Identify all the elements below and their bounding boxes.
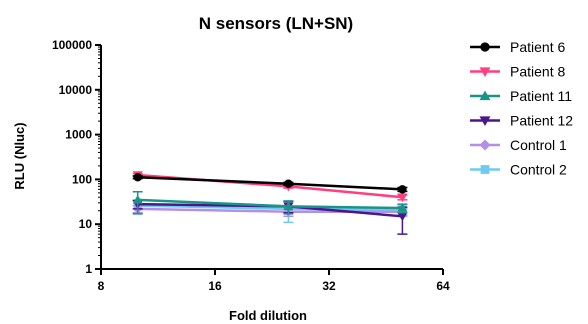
y-tick-label: 10000	[59, 83, 93, 97]
data-point	[397, 202, 408, 212]
legend-marker	[479, 90, 491, 101]
legend-item: Patient 12	[470, 113, 573, 129]
series-line	[137, 175, 403, 191]
data-point	[132, 194, 143, 204]
plot-area	[132, 171, 408, 235]
legend-label: Control 1	[510, 137, 567, 153]
legend-label: Control 2	[510, 162, 567, 178]
y-axis-title: RLU (Nluc)	[12, 122, 27, 189]
y-tick-label: 100	[72, 172, 92, 186]
data-point	[397, 193, 408, 203]
legend-marker	[479, 139, 491, 151]
legend-item: Patient 6	[470, 39, 565, 55]
series-patient-6	[132, 172, 408, 194]
legend-marker	[479, 116, 491, 126]
x-tick-label: 32	[322, 279, 336, 293]
x-tick-label: 8	[98, 279, 105, 293]
legend-label: Patient 6	[510, 39, 565, 55]
data-point	[283, 201, 294, 211]
legend-label: Patient 11	[510, 88, 572, 104]
legend-item: Patient 8	[470, 64, 565, 80]
x-axis-title: Fold dilution	[229, 308, 307, 323]
legend: Patient 6 Patient 8 Patient 11 Patient 12 Co…	[470, 39, 573, 178]
legend-item: Control 2	[470, 162, 567, 178]
data-point	[398, 185, 407, 194]
x-tick-label: 64	[436, 279, 450, 293]
legend-marker	[479, 67, 491, 77]
axes: 1 10 100 1000 10000 100000 8 16 32 64	[52, 38, 450, 293]
x-tick-label: 16	[208, 279, 222, 293]
legend-item: Patient 11	[470, 88, 572, 104]
y-tick-label: 1	[85, 262, 92, 276]
y-tick-label: 1000	[65, 128, 92, 142]
legend-label: Patient 8	[510, 64, 565, 80]
y-tick-label: 10	[79, 217, 93, 231]
legend-marker	[480, 42, 490, 52]
chart-title: N sensors (LN+SN)	[199, 14, 353, 33]
legend-item: Control 1	[470, 137, 567, 153]
legend-marker	[480, 165, 490, 174]
y-tick-label: 100000	[52, 38, 92, 52]
data-point	[133, 172, 142, 182]
series-patient-11	[132, 191, 408, 215]
data-point	[397, 212, 408, 222]
data-point	[284, 179, 293, 188]
legend-label: Patient 12	[510, 113, 573, 129]
